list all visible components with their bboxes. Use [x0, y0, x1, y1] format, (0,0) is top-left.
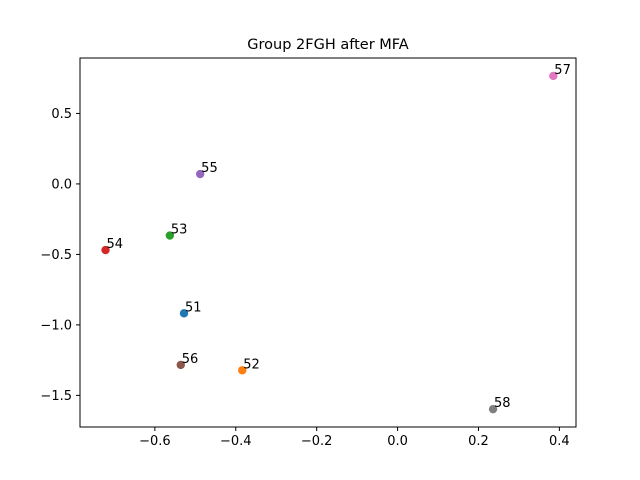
x-tick-label: −0.2 — [301, 434, 333, 449]
chart-title: Group 2FGH after MFA — [247, 37, 408, 53]
x-tick-label: 0.0 — [387, 434, 408, 449]
point-label: 58 — [494, 396, 511, 411]
y-tick-label: −1.0 — [40, 318, 72, 333]
data-point — [176, 360, 185, 370]
plot-area: −0.6 −0.4 −0.2 0.0 0.2 0.4 −1.5 −1.0 −0.5 0.0 0.5 5… — [40, 63, 570, 449]
y-tick-label: 0.0 — [51, 177, 72, 192]
point-label: 54 — [107, 237, 124, 252]
x-tick-label: −0.4 — [220, 434, 252, 449]
point-label: 57 — [554, 63, 571, 78]
point-label: 56 — [182, 352, 199, 367]
point-label: 52 — [243, 357, 260, 372]
axes-frame — [79, 57, 577, 428]
y-tick-label: −0.5 — [40, 248, 72, 263]
x-tick-label: 0.2 — [468, 434, 489, 449]
data-point — [101, 245, 110, 255]
point-label: 55 — [201, 161, 218, 176]
data-point — [238, 366, 247, 375]
data-point — [165, 231, 175, 240]
x-tick-label: 0.4 — [549, 434, 570, 449]
x-tick-label: −0.6 — [139, 434, 171, 449]
point-label: 53 — [171, 223, 188, 238]
data-point — [179, 309, 189, 318]
y-tick-label: −1.5 — [40, 389, 72, 404]
data-point — [549, 71, 558, 81]
data-point — [488, 404, 498, 414]
point-label: 51 — [185, 300, 202, 315]
y-tick-label: 0.5 — [51, 107, 72, 122]
data-point — [195, 169, 205, 179]
